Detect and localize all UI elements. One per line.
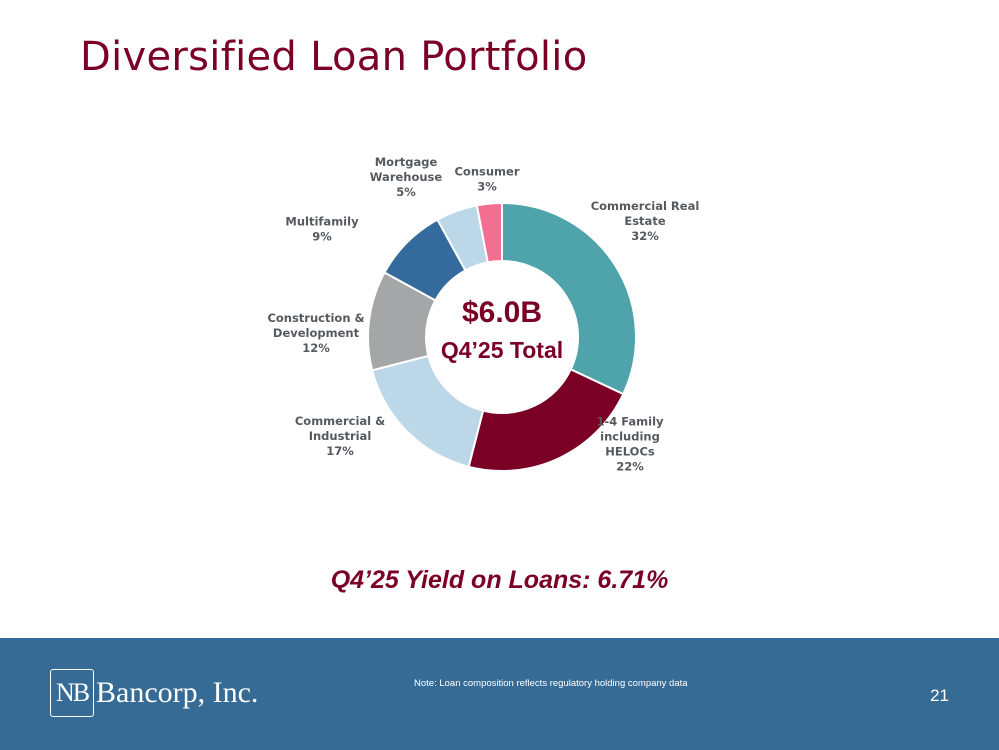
slice-label-1: 1-4 Family including HELOCs 22%: [596, 415, 664, 474]
slice-2: [370, 354, 485, 469]
footer-note: Note: Loan composition reflects regulato…: [414, 678, 688, 689]
slice-1: [467, 368, 625, 472]
page-title: Diversified Loan Portfolio: [80, 34, 588, 80]
slice-label-0: Commercial Real Estate 32%: [591, 199, 700, 243]
slice-label-5: Mortgage Warehouse 5%: [370, 155, 443, 199]
slice-6: [475, 201, 503, 264]
slice-label-3: Construction & Development 12%: [267, 311, 364, 355]
chart-labels: Commercial Real Estate 32% 1-4 Family includ…: [267, 155, 699, 474]
slice-label-2: Commercial & Industrial 17%: [295, 414, 385, 458]
donut-chart: Commercial Real Estate 32% 1-4 Family includ…: [267, 155, 699, 474]
logo-text: Bancorp, Inc.: [96, 676, 259, 709]
company-logo: NB Bancorp, Inc.: [50, 669, 259, 717]
footer-bar: NB Bancorp, Inc. Note: Loan composition …: [0, 638, 999, 750]
page-number: 21: [930, 686, 949, 705]
yield-on-loans: Q4’25 Yield on Loans: 6.71%: [330, 566, 669, 594]
center-value: $6.0B: [462, 296, 542, 329]
logo-mark: NB: [50, 669, 94, 717]
center-caption: Q4’25 Total: [441, 337, 563, 363]
chart-slices: [367, 201, 637, 472]
slice-label-4: Multifamily 9%: [285, 215, 359, 244]
slice-0: [501, 201, 637, 396]
slice-label-6: Consumer 3%: [454, 165, 519, 194]
